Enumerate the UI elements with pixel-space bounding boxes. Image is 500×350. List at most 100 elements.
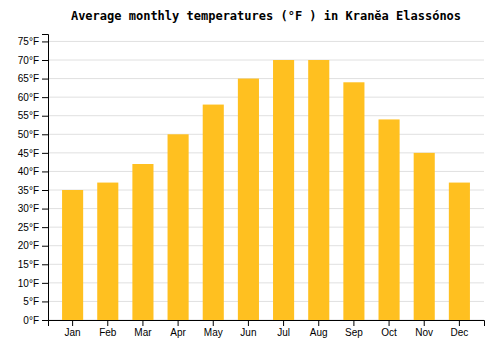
x-tick-mark xyxy=(178,320,179,326)
y-tick: 5°F xyxy=(23,296,48,307)
bar xyxy=(414,153,435,320)
y-tick-mark xyxy=(42,97,48,98)
y-tick: 25°F xyxy=(18,222,48,233)
y-tick-label: 5°F xyxy=(23,296,39,307)
y-tick: 75°F xyxy=(18,36,48,47)
grid xyxy=(48,41,484,320)
y-tick: 15°F xyxy=(18,259,48,270)
y-tick-label: 35°F xyxy=(18,185,39,196)
y-tick: 60°F xyxy=(18,92,48,103)
y-tick: 30°F xyxy=(18,203,48,214)
y-tick-mark xyxy=(42,209,48,210)
y-tick-label: 25°F xyxy=(18,222,39,233)
x-tick-label: Oct xyxy=(381,327,397,338)
y-tick-label: 10°F xyxy=(18,278,39,289)
x-tick-mark xyxy=(283,320,284,326)
y-tick: 35°F xyxy=(18,185,48,196)
y-tick: 65°F xyxy=(18,73,48,84)
y-tick-mark xyxy=(42,320,48,321)
x-tick-label: Mar xyxy=(134,327,152,338)
bar xyxy=(379,119,400,320)
bar xyxy=(203,105,224,320)
x-tick-mark xyxy=(248,320,249,326)
y-tick: 10°F xyxy=(18,278,48,289)
y-tick-label: 0°F xyxy=(23,315,39,326)
bar xyxy=(308,60,329,320)
x-tick-label: Nov xyxy=(415,327,433,338)
y-tick: 0°F xyxy=(23,315,48,326)
y-tick: 55°F xyxy=(18,110,48,121)
bars xyxy=(62,60,470,320)
x-tick: Jun xyxy=(240,320,256,338)
x-tick: Aug xyxy=(310,320,328,338)
x-tick-label: Jan xyxy=(65,327,81,338)
x-tick-mark xyxy=(318,320,319,326)
y-tick-label: 40°F xyxy=(18,166,39,177)
bar xyxy=(97,183,118,320)
y-tick-label: 45°F xyxy=(18,148,39,159)
y-tick-mark xyxy=(42,264,48,265)
grid-line xyxy=(48,60,484,61)
grid-line xyxy=(48,115,484,116)
x-tick: May xyxy=(204,320,223,338)
y-tick-mark xyxy=(42,171,48,172)
x-tick-mark xyxy=(353,320,354,326)
grid-line xyxy=(48,41,484,42)
x-tick: Feb xyxy=(99,320,117,338)
y-tick: 20°F xyxy=(18,240,48,251)
x-tick-mark xyxy=(389,320,390,326)
y-tick-mark xyxy=(42,227,48,228)
y-tick-mark xyxy=(42,79,48,80)
grid-line xyxy=(48,78,484,79)
y-tick-mark xyxy=(42,41,48,42)
x-tick-label: Jun xyxy=(240,327,256,338)
bar xyxy=(238,79,259,320)
x-tick: Mar xyxy=(134,320,152,338)
x-axis: Jan Feb Mar Apr May Jun Jul Aug Sep Oct Nov Dec xyxy=(49,320,485,338)
x-tick-mark xyxy=(459,320,460,326)
x-tick-mark xyxy=(72,320,73,326)
x-tick-label: Dec xyxy=(450,327,468,338)
y-tick-mark xyxy=(42,283,48,284)
y-tick-mark xyxy=(42,134,48,135)
bar xyxy=(168,134,189,320)
bar xyxy=(449,183,470,320)
x-tick-mark xyxy=(142,320,143,326)
x-axis-line xyxy=(49,321,485,327)
grid-line xyxy=(48,134,484,135)
bar xyxy=(273,60,294,320)
y-tick-mark xyxy=(42,116,48,117)
y-tick-label: 70°F xyxy=(18,55,39,66)
x-tick: Nov xyxy=(415,320,433,338)
x-tick: Jan xyxy=(65,320,81,338)
x-tick-label: Sep xyxy=(345,327,363,338)
x-tick: Oct xyxy=(381,320,397,338)
y-tick: 70°F xyxy=(18,55,48,66)
x-tick: Jul xyxy=(277,320,290,338)
x-tick-label: May xyxy=(204,327,223,338)
y-tick-mark xyxy=(42,190,48,191)
y-tick-label: 20°F xyxy=(18,240,39,251)
x-tick-label: Aug xyxy=(310,327,328,338)
y-tick: 45°F xyxy=(18,148,48,159)
x-tick-label: Jul xyxy=(277,327,290,338)
y-axis: 0°F 5°F 10°F 15°F 20°F 25°F 30°F 35°F 40°F 45°F 50… xyxy=(18,35,49,326)
bar xyxy=(62,190,83,320)
y-tick-label: 60°F xyxy=(18,92,39,103)
y-tick: 40°F xyxy=(18,166,48,177)
x-tick-label: Feb xyxy=(99,327,117,338)
x-tick: Apr xyxy=(170,320,186,338)
y-tick-label: 15°F xyxy=(18,259,39,270)
grid-line xyxy=(48,97,484,98)
y-tick-mark xyxy=(42,153,48,154)
x-tick-label: Apr xyxy=(170,327,186,338)
y-tick-label: 65°F xyxy=(18,73,39,84)
y-tick: 50°F xyxy=(18,129,48,140)
y-tick-label: 30°F xyxy=(18,203,39,214)
title: Average monthly temperatures (°F ) in Kr… xyxy=(71,9,461,23)
x-tick-mark xyxy=(213,320,214,326)
x-tick: Sep xyxy=(345,320,363,338)
y-tick-label: 55°F xyxy=(18,110,39,121)
plot: 0°F 5°F 10°F 15°F 20°F 25°F 30°F 35°F 40°F 45°F 50… xyxy=(18,35,485,339)
y-tick-label: 75°F xyxy=(18,36,39,47)
